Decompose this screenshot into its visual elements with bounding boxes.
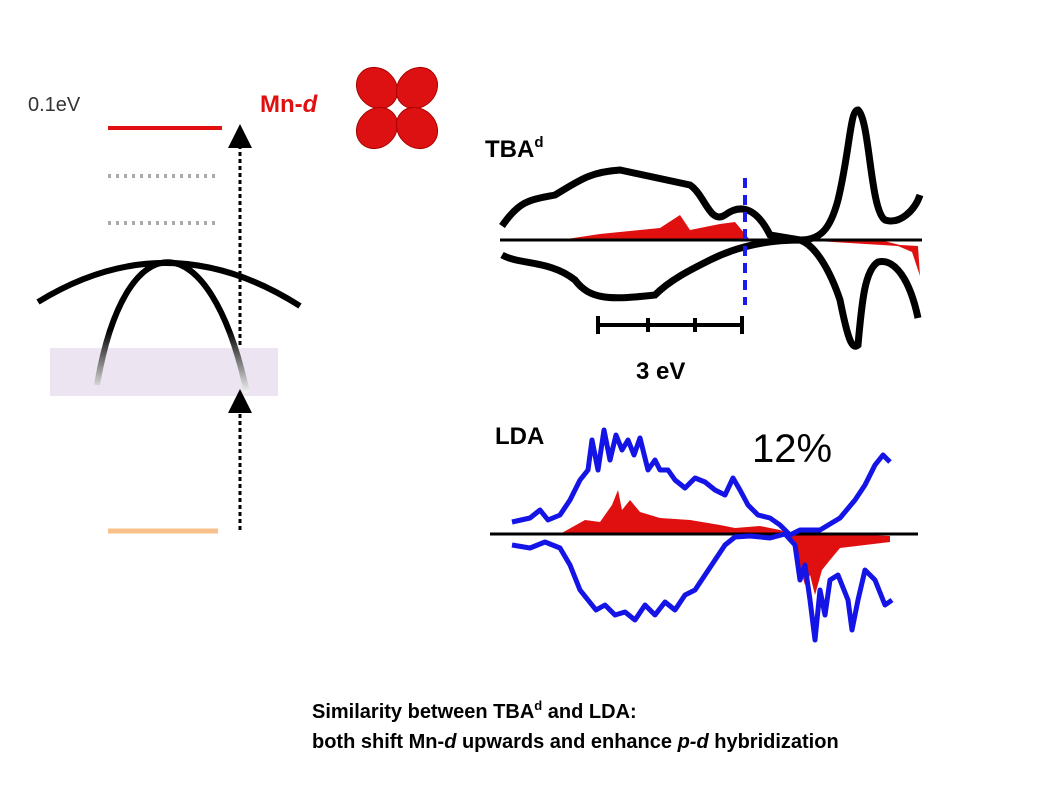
caption-part: Similarity between TBA	[312, 701, 534, 723]
caption-line: Similarity between TBAd and LDA:	[312, 698, 637, 723]
pd-fill	[790, 534, 890, 595]
lda-up	[511, 427, 892, 538]
orbital-label: Mn-d	[260, 91, 319, 118]
lda-label: LDA	[495, 423, 544, 450]
energy-label: 0.1eV	[28, 94, 81, 116]
label-part: TBA	[485, 136, 534, 163]
dos-down	[500, 236, 922, 350]
label-part: d	[534, 134, 543, 151]
caption-part: both shift Mn-	[312, 731, 444, 753]
dos-up	[499, 106, 924, 244]
narrow-band	[94, 259, 250, 394]
label-part: d	[303, 91, 319, 118]
scale-bar	[596, 316, 744, 334]
d-orbital-icon	[355, 66, 439, 150]
caption-line: both shift Mn-d upwards and enhance p-d …	[312, 731, 839, 753]
pd-fill	[560, 215, 750, 240]
scale-label: 3 eV	[636, 358, 685, 385]
pd-fill	[560, 490, 790, 534]
broad-band	[36, 260, 302, 309]
caption-part: d	[444, 731, 457, 753]
caption-part: upwards and enhance	[456, 731, 677, 753]
caption-part: p-d	[677, 731, 710, 753]
caption-part: and LDA:	[542, 701, 636, 723]
tba-label: TBAd	[485, 134, 544, 163]
percent-label: 12%	[752, 427, 832, 471]
caption-part: hybridization	[709, 731, 839, 753]
caption-part: d	[534, 698, 542, 713]
lda-down	[511, 531, 894, 643]
label-part: Mn-	[260, 91, 303, 118]
